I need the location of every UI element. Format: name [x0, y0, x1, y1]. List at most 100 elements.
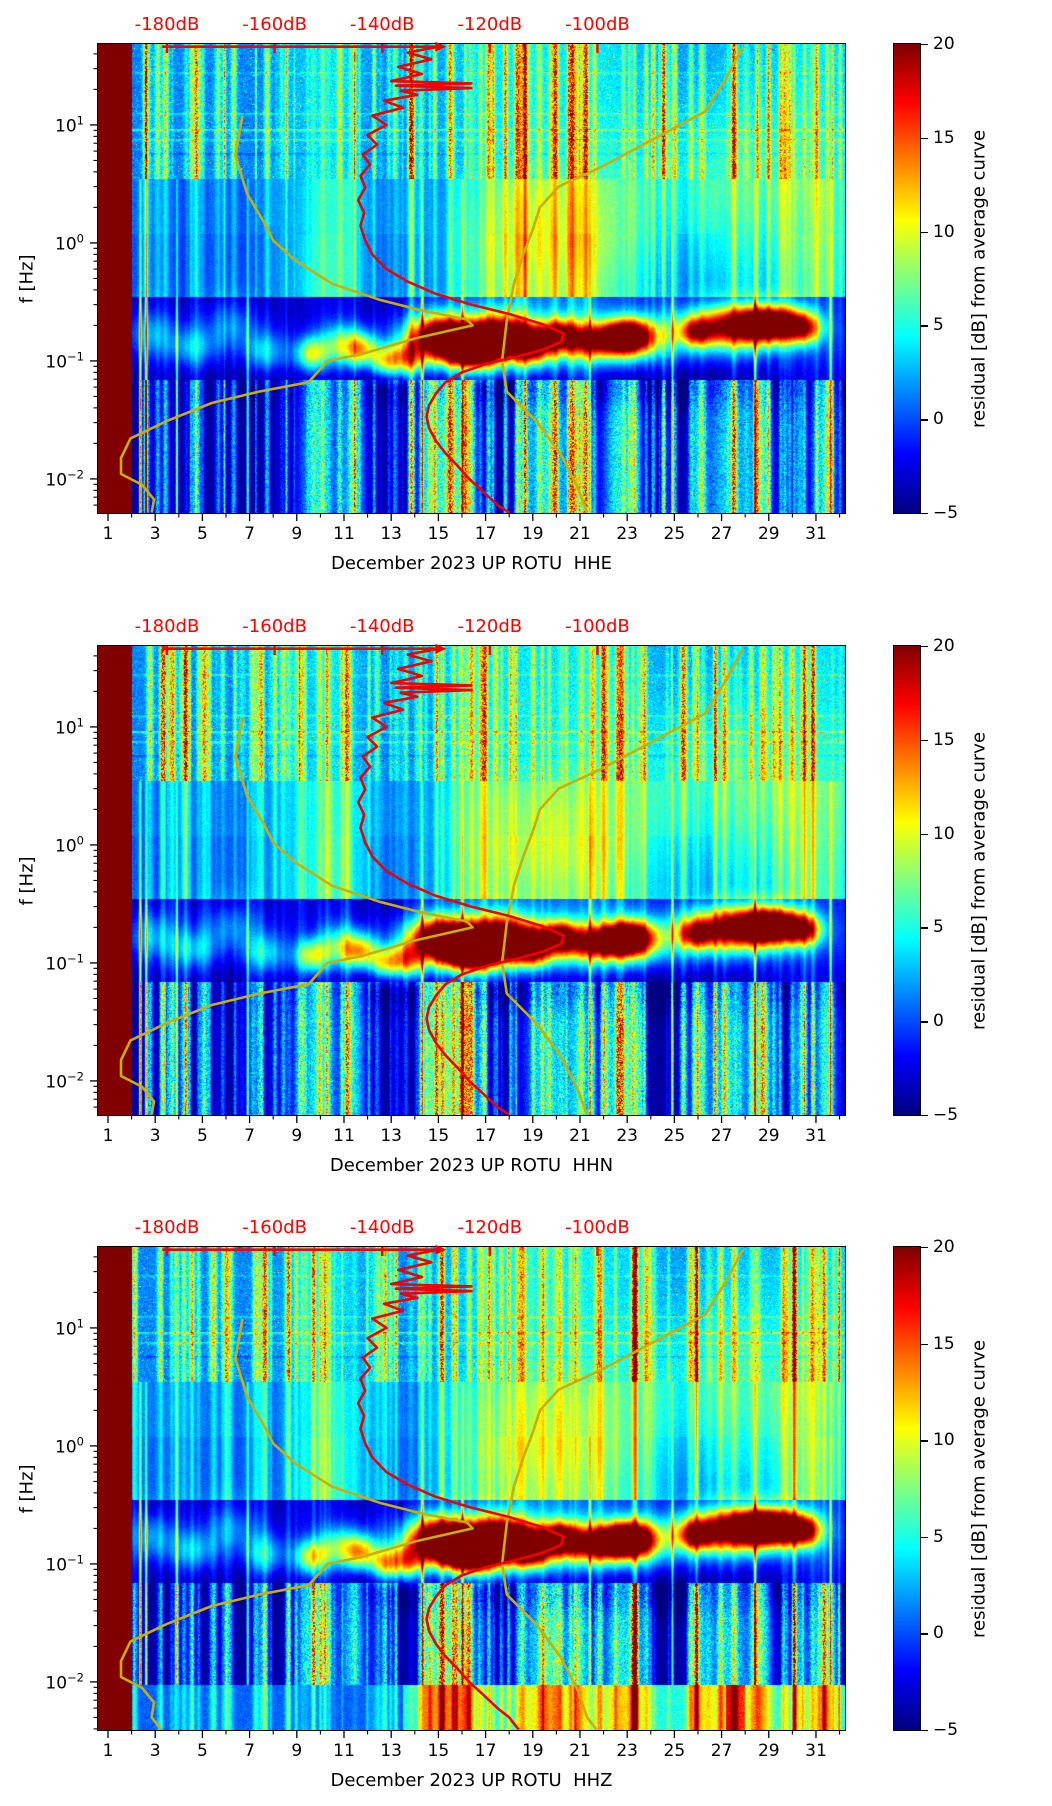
average-curve-yellow-left [119, 115, 474, 513]
x-tick-label: 7 [244, 1126, 256, 1146]
x-tick-label: 31 [805, 1741, 827, 1761]
x-tick-label: 5 [196, 524, 208, 544]
x-tick-label: 3 [149, 1741, 161, 1761]
y-tick-label: 10−2 [45, 1069, 84, 1093]
x-tick-label: 11 [333, 1126, 355, 1146]
top-db-label: -160dB [242, 616, 307, 637]
x-tick-label: 27 [710, 1741, 733, 1761]
spectrogram-plot [90, 1244, 846, 1738]
colorbar-label: residual [dB] from average curve [968, 1339, 990, 1638]
x-tick-label: 11 [333, 1741, 355, 1761]
colorbar-tick [921, 419, 928, 421]
spectrogram-plot [90, 41, 846, 521]
overlay-curves-and-ticks [90, 1244, 841, 1738]
x-tick-label: 1 [102, 1126, 114, 1146]
x-tick-label: 15 [427, 1741, 450, 1761]
x-tick-label: 27 [710, 1126, 733, 1146]
y-tick-label: 10−2 [45, 467, 84, 491]
x-tick-label: 13 [380, 524, 403, 544]
x-tick-label: 3 [149, 1126, 161, 1146]
y-tick-label: 101 [55, 1316, 84, 1340]
colorbar-tick [921, 1633, 928, 1635]
top-db-label: -140dB [349, 1217, 415, 1238]
colorbar-tick [921, 325, 928, 327]
x-tick-label: 19 [521, 1126, 544, 1146]
colorbar-label: residual [dB] from average curve [968, 129, 990, 428]
x-tick-label: 23 [616, 524, 638, 544]
x-tick-label: 19 [521, 524, 544, 544]
colorbar-tick [921, 1343, 928, 1345]
top-db-label: -180dB [134, 616, 200, 637]
colorbar-tick [921, 1247, 928, 1249]
colorbar-tick-label: 20 [933, 34, 955, 54]
colorbar-tick [921, 1021, 928, 1023]
median-spectrum-curve-red [162, 647, 565, 1116]
spectrogram-plot [90, 643, 846, 1123]
colorbar-tick-label: −5 [933, 1105, 959, 1125]
x-tick-label: 7 [244, 524, 256, 544]
colorbar-tick-label: −5 [933, 1720, 959, 1740]
colorbar-tick-label: −5 [933, 503, 959, 523]
x-tick-label: 7 [244, 1741, 256, 1761]
top-db-label: -120dB [457, 14, 523, 35]
colorbar-tick-label: 0 [933, 1011, 944, 1032]
x-axis-label: December 2023 UP ROTU HHN [329, 1155, 614, 1176]
colorbar-tick-label: 5 [933, 1526, 944, 1547]
colorbar-gradient [893, 43, 921, 514]
median-spectrum-curve-red [162, 45, 565, 514]
red-curve-arrowhead [435, 1244, 447, 1255]
x-tick-label: 29 [757, 524, 780, 544]
x-tick-label: 23 [616, 1126, 638, 1146]
x-tick-label: 13 [380, 1741, 403, 1761]
y-tick-label: 101 [55, 113, 84, 137]
colorbar-tick [921, 44, 928, 46]
x-tick-label: 25 [663, 524, 686, 544]
x-tick-label: 25 [663, 1126, 686, 1146]
top-db-label: -100dB [565, 1217, 630, 1238]
top-db-label: -100dB [565, 616, 630, 637]
median-spectrum-curve-red [162, 1248, 565, 1731]
x-tick-label: 23 [616, 1741, 638, 1761]
x-tick-label: 27 [710, 524, 733, 544]
red-curve-arrowhead [435, 643, 447, 654]
x-tick-label: 9 [291, 524, 303, 544]
colorbar-tick-label: 15 [933, 127, 955, 148]
y-axis-label: f [Hz] [16, 253, 38, 304]
colorbar-tick-label: 0 [933, 409, 944, 430]
x-axis-label: December 2023 UP ROTU HHZ [330, 1770, 613, 1791]
x-tick-label: 1 [102, 524, 114, 544]
x-tick-label: 21 [569, 1126, 591, 1146]
average-curve-yellow-right [500, 648, 744, 1115]
x-tick-label: 19 [521, 1741, 544, 1761]
colorbar-tick-label: 0 [933, 1623, 944, 1644]
x-tick-label: 3 [149, 524, 161, 544]
x-tick-label: 5 [196, 1126, 208, 1146]
colorbar-tick [921, 739, 928, 742]
top-db-label: -100dB [565, 14, 630, 35]
y-tick-label: 101 [55, 715, 84, 739]
colorbar-tick-label: 20 [933, 1237, 955, 1257]
spectrogram-heatmap [98, 646, 845, 1115]
x-tick-label: 1 [102, 1741, 114, 1761]
y-tick-label: 10−1 [45, 951, 84, 975]
y-tick-label: 10−1 [45, 1552, 84, 1576]
x-tick-label: 25 [663, 1741, 686, 1761]
top-db-label: -180dB [134, 14, 200, 35]
top-db-label: -120dB [457, 1217, 523, 1238]
colorbar-label: residual [dB] from average curve [968, 731, 990, 1030]
x-tick-label: 15 [427, 1126, 450, 1146]
average-curve-yellow-left [119, 1318, 474, 1731]
spectrogram-heatmap [98, 1247, 845, 1730]
x-tick-label: 29 [757, 1126, 780, 1146]
y-tick-label: 100 [55, 833, 84, 857]
colorbar-tick [921, 833, 928, 835]
colorbar-tick [921, 513, 928, 515]
overlay-curves-and-ticks [90, 41, 841, 521]
colorbar-gradient [893, 1246, 921, 1731]
colorbar-tick-label: 10 [933, 1430, 955, 1451]
x-tick-label: 17 [474, 1741, 497, 1761]
top-db-label: -180dB [134, 1217, 200, 1238]
